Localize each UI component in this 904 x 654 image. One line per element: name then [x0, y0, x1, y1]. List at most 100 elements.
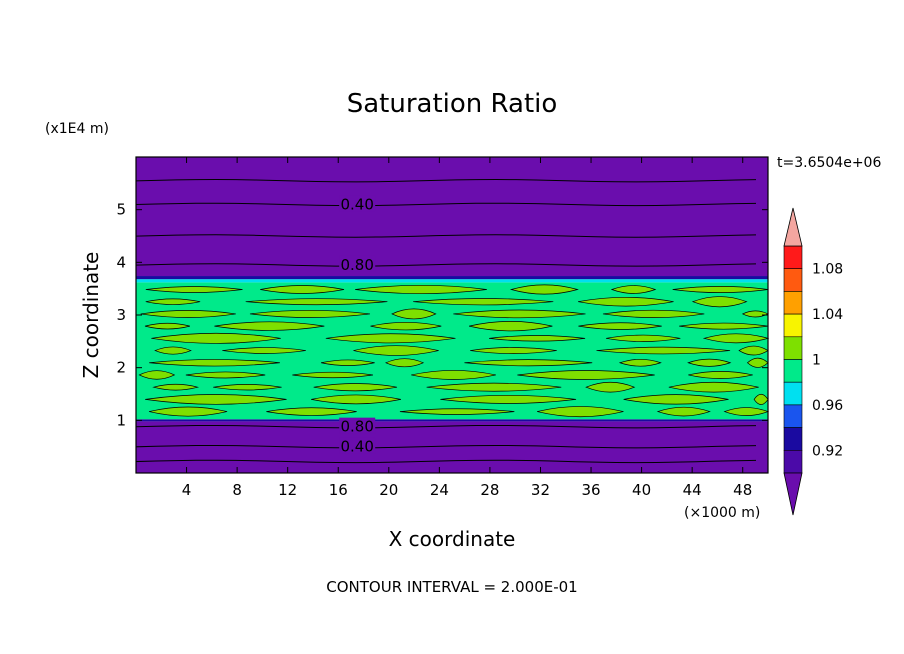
- cloud-patch: [266, 407, 357, 416]
- cloud-patch: [537, 406, 624, 418]
- cloud-patch: [578, 322, 662, 330]
- x-tick-label: 4: [182, 481, 192, 499]
- colorbar-swatch: [783, 245, 803, 270]
- footer-note: CONTOUR INTERVAL = 2.000E-01: [326, 578, 577, 596]
- colorbar-bottom-arrow: [783, 472, 803, 516]
- colorbar-legend: 1.08 1.04 1 0.96 0.92: [783, 207, 843, 516]
- cloud-patch: [411, 370, 496, 380]
- x-tick-label: 32: [531, 481, 550, 499]
- cloud-patch: [385, 358, 425, 368]
- colorbar-swatch: [783, 449, 803, 474]
- x-tick-label: 12: [278, 481, 297, 499]
- colorbar-label: 0.96: [812, 398, 843, 414]
- cloud-patch: [517, 370, 655, 380]
- cloud-patch: [145, 394, 287, 405]
- colorbar-label: 1.08: [812, 262, 843, 278]
- cloud-patch: [585, 381, 636, 393]
- field-band: [136, 279, 768, 283]
- cloud-patch: [668, 381, 759, 393]
- y-axis-title: Z coordinate: [79, 252, 103, 379]
- contour-line: [135, 424, 757, 429]
- y-tick-label: 4: [116, 253, 126, 271]
- x-tick-label: 48: [733, 481, 752, 499]
- cloud-patch: [144, 322, 191, 330]
- cloud-patch: [618, 358, 662, 367]
- cloud-patch: [214, 321, 325, 331]
- x-tick-label: 28: [480, 481, 499, 499]
- contour-label-bg: [339, 437, 376, 454]
- field-band: [136, 419, 768, 422]
- cloud-patch: [249, 309, 371, 318]
- x-tick-label: 8: [232, 481, 242, 499]
- contour-label: 0.80: [340, 256, 373, 274]
- cloud-patch: [399, 408, 515, 415]
- cloud-patch: [596, 346, 731, 355]
- y-tick-label: 2: [116, 359, 126, 377]
- contour-label-bg: [339, 417, 376, 434]
- contour-line: [135, 234, 757, 238]
- cloud-patch: [413, 298, 554, 306]
- cloud-patch: [140, 310, 236, 318]
- colorbar-swatch: [783, 359, 803, 383]
- x-tick-label: 24: [430, 481, 449, 499]
- colorbar-swatch: [783, 427, 803, 451]
- cloud-patch: [440, 394, 577, 404]
- contour-label: 0.40: [340, 195, 373, 213]
- colorbar-swatch: [783, 336, 803, 360]
- colorbar-swatch: [783, 404, 803, 428]
- contour-line: [135, 459, 757, 464]
- cloud-patch: [145, 286, 243, 293]
- contour-label-bg: [339, 255, 376, 272]
- x-units-label: (×1000 m): [684, 505, 760, 521]
- cloud-patch: [691, 296, 748, 308]
- field-band: [136, 276, 768, 280]
- cloud-patch: [145, 298, 201, 305]
- colorbar-label: 0.92: [812, 443, 843, 459]
- cloud-patch: [213, 384, 282, 391]
- x-tick-label: 44: [683, 481, 702, 499]
- cloud-patch: [325, 333, 456, 344]
- cloud-patch: [656, 406, 711, 417]
- cloud-patch: [148, 406, 228, 417]
- contour-label: 0.40: [340, 438, 373, 456]
- cloud-patch: [470, 347, 557, 354]
- contour-line: [135, 202, 757, 207]
- x-axis-title: X coordinate: [389, 527, 516, 551]
- cloud-patch: [605, 334, 681, 342]
- colorbar-label: 1.04: [812, 307, 843, 323]
- cloud-patch: [688, 371, 753, 379]
- cloud-patch: [185, 371, 266, 379]
- x-tick-label: 20: [379, 481, 398, 499]
- cloud-patch: [152, 383, 200, 391]
- y-units-label: (x1E4 m): [45, 121, 109, 137]
- cloud-patch: [222, 347, 306, 354]
- colorbar-swatch: [783, 268, 803, 292]
- cloud-patch: [391, 308, 437, 320]
- time-label: t=3.6504e+06: [777, 155, 881, 171]
- cloud-patch: [260, 285, 345, 294]
- cloud-patch: [154, 346, 192, 355]
- cloud-patch: [151, 332, 281, 344]
- cloud-patch: [313, 383, 398, 392]
- cloud-patch: [623, 394, 729, 405]
- colorbar-swatch: [783, 381, 803, 406]
- chart-title: Saturation Ratio: [347, 89, 558, 119]
- x-tick-label: 36: [581, 481, 600, 499]
- cloud-patch: [453, 309, 586, 319]
- colorbar-swatch: [783, 291, 803, 315]
- x-tick-label: 16: [329, 481, 348, 499]
- plot-area: 0.400.800.800.404 8 12 16 20 24 28 32 36 40 44 4812…: [116, 156, 770, 499]
- cloud-patch: [370, 322, 442, 331]
- cloud-patch: [489, 335, 586, 342]
- cloud-patch: [610, 285, 657, 294]
- contour-label-bg: [339, 195, 376, 212]
- cloud-patch: [245, 298, 388, 306]
- contour-line: [135, 444, 757, 449]
- y-tick-label: 1: [116, 411, 126, 429]
- colorbar-top-arrow: [783, 207, 803, 247]
- field-band: [136, 157, 768, 277]
- colorbar-label: 1: [812, 353, 821, 369]
- x-tick-label: 40: [632, 481, 651, 499]
- y-tick-label: 5: [116, 201, 126, 219]
- cloud-patch: [353, 345, 439, 356]
